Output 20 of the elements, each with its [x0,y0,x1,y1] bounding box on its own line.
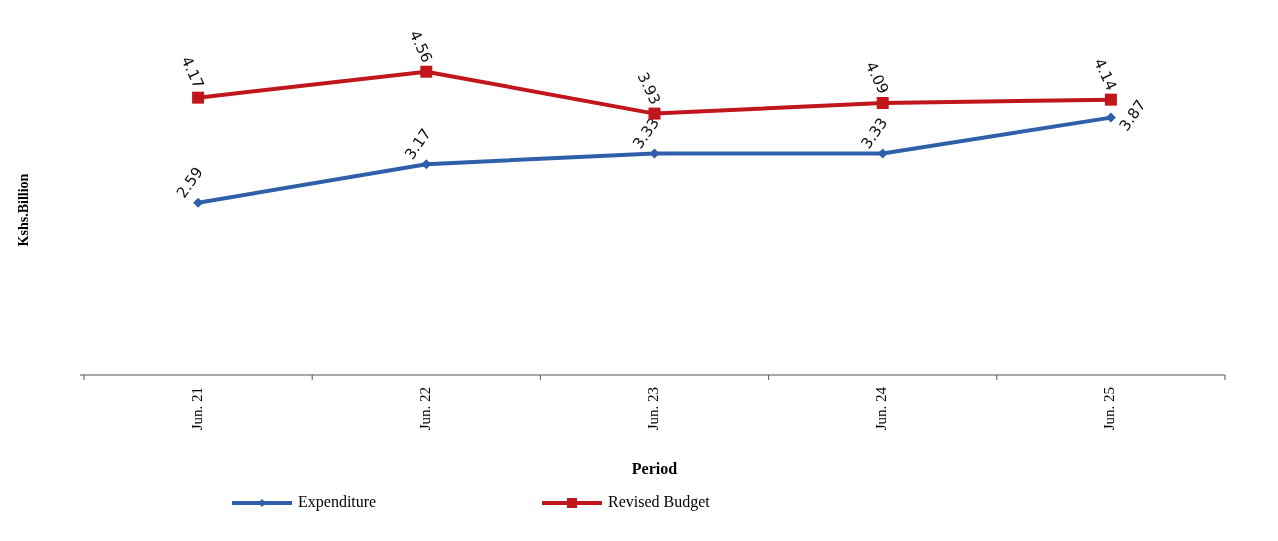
x-axis-title: Period [631,460,678,477]
data-label: 4.56 [405,27,436,66]
point [648,107,661,120]
x-tick-label: Jun. 23 [644,387,661,431]
legend-label: Expenditure [298,492,377,511]
x-tick-label: Jun. 21 [188,387,205,431]
data-label: 4.17 [177,53,208,92]
data-label: 4.09 [861,58,893,97]
data-label: 3.93 [633,69,665,108]
point [1105,112,1116,123]
y-axis-title: Kshs.Billion [16,173,32,247]
data-label: 4.14 [1090,55,1121,94]
x-tick-label: Jun. 24 [873,386,890,431]
x-tick-label: Jun. 25 [1101,387,1118,431]
point [1104,93,1117,106]
point [876,96,889,109]
point [192,91,205,104]
point [420,65,433,78]
x-tick-label: Jun. 22 [416,387,433,431]
legend-label: Revised Budget [608,492,711,511]
